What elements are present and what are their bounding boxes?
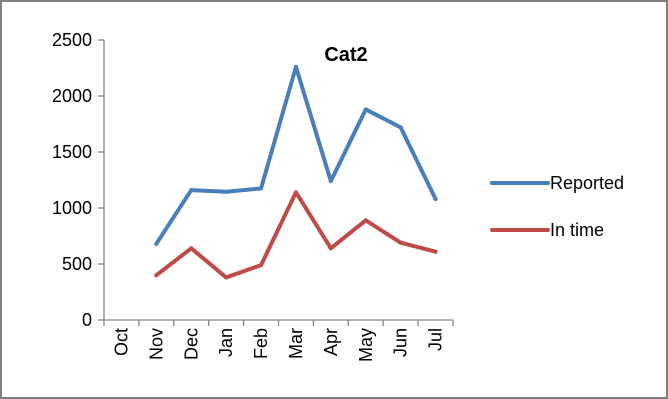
data-point (189, 246, 194, 251)
y-tick-label: 1500 (52, 142, 92, 162)
data-point (328, 246, 333, 251)
x-tick-label: Jul (426, 328, 446, 351)
legend: Reported In time (490, 173, 624, 240)
x-tick-label: Jan (216, 328, 236, 357)
x-tick-label: Feb (251, 328, 271, 359)
x-tick-label: Jun (391, 328, 411, 357)
x-tick-label: Mar (286, 328, 306, 359)
data-point (154, 273, 159, 278)
chart-title: Cat2 (324, 44, 367, 66)
legend-label: In time (550, 220, 604, 240)
x-tick-label: Oct (111, 328, 131, 356)
x-tick-label: Dec (181, 328, 201, 360)
data-point (398, 240, 403, 245)
y-tick-label: 1000 (52, 198, 92, 218)
data-point (224, 275, 229, 280)
series-lines (154, 64, 438, 280)
legend-item: In time (490, 220, 604, 240)
data-point (259, 263, 264, 268)
data-point (293, 64, 298, 69)
series-in-time (154, 190, 438, 280)
series-reported (154, 64, 438, 246)
legend-label: Reported (550, 173, 624, 193)
data-point (154, 241, 159, 246)
x-tick-label: May (356, 328, 376, 362)
data-point (293, 190, 298, 195)
y-tick-label: 0 (82, 310, 92, 330)
data-point (224, 189, 229, 194)
x-tick-label: Nov (146, 328, 166, 360)
legend-item: Reported (490, 173, 624, 193)
data-point (363, 218, 368, 223)
y-tick-label: 2000 (52, 86, 92, 106)
y-tick-label: 500 (62, 254, 92, 274)
y-tick-label: 2500 (52, 30, 92, 50)
x-tick-label: Apr (321, 328, 341, 356)
axes: 0 500 1000 1500 2000 2500 Oct Nov Dec Jan Feb Mar Ap… (52, 30, 454, 362)
data-point (189, 188, 194, 193)
data-point (398, 125, 403, 130)
data-point (259, 186, 264, 191)
data-point (328, 179, 333, 184)
data-point (433, 197, 438, 202)
data-point (363, 107, 368, 112)
data-point (433, 249, 438, 254)
